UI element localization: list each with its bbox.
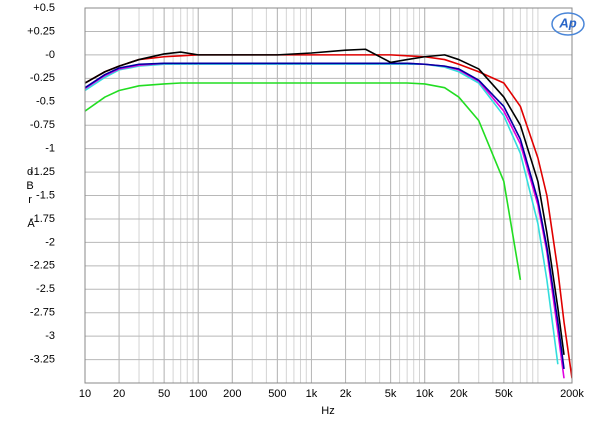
y-tick-label: -3.25 xyxy=(30,353,55,365)
x-tick-label: 200k xyxy=(560,388,584,400)
x-tick-label: 2k xyxy=(340,388,352,400)
y-tick-label: +0.5 xyxy=(33,2,55,14)
x-tick-label: 5k xyxy=(385,388,397,400)
x-tick-label: 500 xyxy=(268,388,286,400)
y-tick-label: -1.75 xyxy=(30,213,55,225)
y-tick-label: -3 xyxy=(45,330,55,342)
y-tick-label: -2.25 xyxy=(30,260,55,272)
y-axis-label: dBr xyxy=(24,166,36,208)
x-tick-label: 10k xyxy=(416,388,434,400)
response-curve xyxy=(85,54,572,379)
y-tick-label: -1 xyxy=(45,143,55,155)
y-tick-label: -1.5 xyxy=(36,189,55,201)
y-tick-label: +0.25 xyxy=(27,25,55,37)
y-tick-label: -0.75 xyxy=(30,119,55,131)
x-tick-label: 100 xyxy=(189,388,207,400)
x-tick-label: 200 xyxy=(223,388,241,400)
x-tick-label: 20k xyxy=(450,388,468,400)
y-tick-label: -0.25 xyxy=(30,72,55,84)
x-axis-label: Hz xyxy=(321,405,334,417)
logo: Ap xyxy=(558,15,576,30)
x-tick-label: 10 xyxy=(79,388,91,400)
logo-ring xyxy=(551,12,585,36)
y-tick-label: -0.5 xyxy=(36,96,55,108)
response-curve xyxy=(85,82,522,281)
y-tick-label: -1.25 xyxy=(30,166,55,178)
x-tick-label: 20 xyxy=(113,388,125,400)
y-tick-label: -2.75 xyxy=(30,307,55,319)
x-tick-label: 50k xyxy=(495,388,513,400)
x-tick-label: 1k xyxy=(306,388,318,400)
y-tick-label: -0 xyxy=(45,49,55,61)
y-tick-label: -2 xyxy=(45,236,55,248)
y-tick-label: -2.5 xyxy=(36,283,55,295)
grid xyxy=(84,7,573,383)
response-curve xyxy=(85,63,559,365)
y-axis-label-2: A xyxy=(27,218,35,230)
x-tick-label: 50 xyxy=(158,388,170,400)
plot-frame xyxy=(84,7,573,384)
response-curve xyxy=(85,48,565,355)
response-curve xyxy=(85,62,565,370)
curves xyxy=(85,48,572,379)
